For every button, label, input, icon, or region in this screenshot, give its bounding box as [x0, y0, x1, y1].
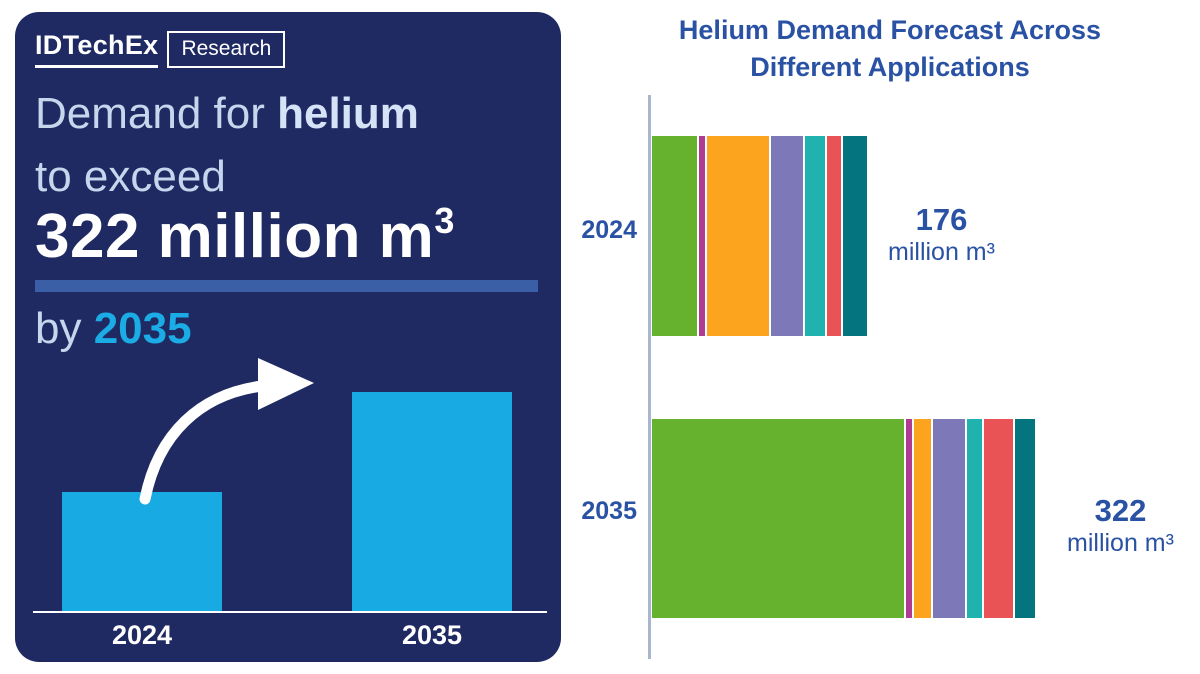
value-label-2024: 176 million m³ — [874, 202, 1009, 268]
headline-2035: 2035 — [93, 304, 192, 353]
chart-title-line1: Helium Demand Forecast Across — [678, 15, 1102, 45]
headline-big-value: 322 million m3 — [35, 200, 455, 271]
segment-dark-teal-2035 — [1015, 419, 1035, 618]
segment-red-2035 — [984, 419, 1013, 618]
chart-title: Helium Demand Forecast Across Different … — [610, 12, 1170, 86]
mini-chart-label-2035: 2035 — [401, 620, 463, 650]
value-2035: 322 — [1094, 493, 1147, 528]
segment-orange-2024 — [707, 136, 769, 336]
idtechex-logo: IDTechEx Research — [35, 30, 286, 68]
chart-title-line2: Different Applications — [750, 52, 1030, 82]
chart-axis-line — [648, 95, 651, 659]
mini-chart-bar-2035 — [352, 392, 512, 611]
headline-regular: Demand for — [35, 89, 278, 138]
idtechex-brand-panel: IDTechEx Research Demand for helium to e… — [15, 12, 561, 662]
mini-chart-label-2024: 2024 — [111, 620, 173, 650]
segment-magenta-2035 — [906, 419, 912, 618]
stacked-bar-2024 — [652, 136, 867, 336]
segment-teal-2035 — [967, 419, 982, 618]
stacked-bar-2035 — [652, 419, 1035, 618]
segment-red-2024 — [827, 136, 841, 336]
unit-2024: million m³ — [888, 238, 995, 266]
cubic-superscript: 3 — [434, 200, 455, 241]
growth-arrow-icon — [139, 358, 314, 505]
mini-chart-bar-2024 — [62, 492, 222, 611]
headline-divider-bar — [35, 280, 538, 292]
panel-headline: Demand for helium to exceed — [35, 82, 419, 208]
segment-purple-2024 — [771, 136, 803, 336]
mini-chart-baseline — [33, 611, 547, 613]
headline-by-line: by 2035 — [35, 304, 192, 353]
segment-orange-2035 — [914, 419, 931, 618]
headline-helium: helium — [277, 89, 419, 138]
segment-dark-teal-2024 — [843, 136, 867, 336]
idtechex-logo-text: IDTechEx — [35, 30, 159, 68]
headline-to-exceed: to exceed — [35, 152, 226, 201]
category-label-2035: 2035 — [581, 497, 637, 525]
unit-2035: million m³ — [1067, 529, 1174, 557]
idtechex-logo-research-badge: Research — [167, 30, 286, 68]
value-label-2035: 322 million m³ — [1048, 493, 1193, 559]
segment-green-2035 — [652, 419, 904, 618]
value-2024: 176 — [915, 202, 968, 237]
segment-teal-2024 — [805, 136, 825, 336]
segment-purple-2035 — [933, 419, 965, 618]
segment-green-2024 — [652, 136, 697, 336]
category-label-2024: 2024 — [581, 216, 637, 244]
segment-magenta-2024 — [699, 136, 705, 336]
